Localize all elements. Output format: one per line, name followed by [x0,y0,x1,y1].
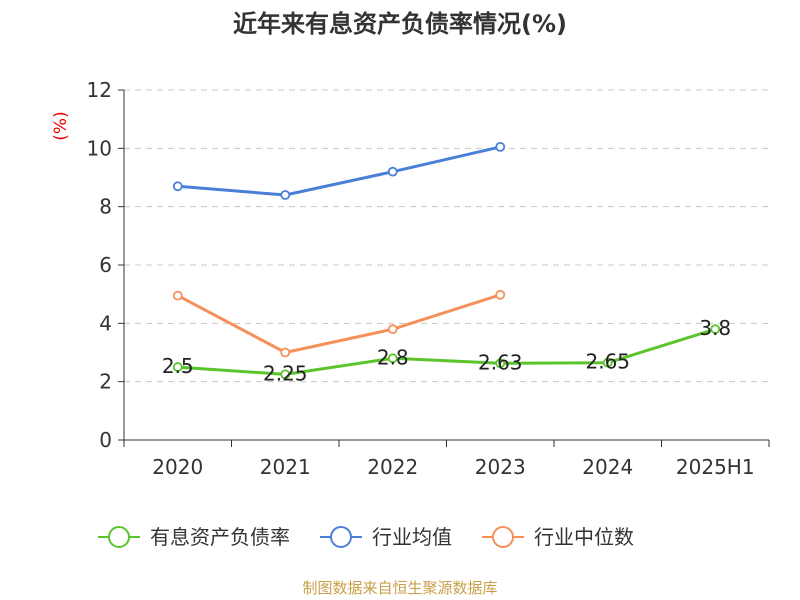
data-point [280,347,291,358]
data-point [172,362,183,372]
grid-lines [124,89,769,383]
legend-marker [330,526,352,548]
data-label: 2.5 [162,354,194,378]
series-line [176,327,717,376]
data-point [172,290,183,301]
x-tick-label: 2023 [475,455,526,479]
legend-label: 有息资产负债率 [150,525,290,549]
chart-title: 近年来有息资产负债率情况(%) [233,10,567,38]
legend-item-2: 行业中位数 [482,525,634,549]
y-tick-label: 4 [99,311,112,335]
data-point [387,353,398,364]
legend-label: 行业中位数 [534,525,634,549]
y-tick-labels: 0 2 4 6 8 10 12 [87,78,112,452]
y-tick-label: 10 [87,136,112,160]
y-tick-label: 8 [99,195,112,219]
y-axis-label: (%) [51,111,71,140]
axes [118,89,770,447]
data-point [172,181,183,192]
x-tick-label: 2024 [582,455,633,479]
y-tick-label: 6 [99,253,112,277]
data-label: 2.25 [263,361,308,385]
legend-item-0: 有息资产负债率 [98,525,290,549]
data-label: 2.65 [585,350,630,374]
data-point [495,141,506,152]
data-label: 2.63 [478,350,523,374]
y-tick-label: 0 [99,428,112,452]
series-0: 2.5 2.25 2.8 2.63 2.65 3.8 [162,316,731,385]
x-tick-labels: 2020 2021 2022 2023 2024 2025H1 [152,455,754,479]
series-group: 2.5 2.25 2.8 2.63 2.65 3.8 [162,141,731,385]
legend-marker [108,526,130,548]
x-tick-label: 2022 [367,455,418,479]
data-point [710,324,721,335]
data-point [602,357,613,368]
y-tick-label: 12 [87,78,112,102]
series-line [176,293,502,354]
legend-item-1: 行业均值 [320,525,452,549]
source-note: 制图数据来自恒生聚源数据库 [302,579,498,597]
series-2 [172,289,506,358]
data-point [387,166,398,177]
series-1 [172,141,506,200]
data-point [495,358,506,369]
x-tick-label: 2020 [152,455,203,479]
data-label: 3.8 [699,316,731,340]
legend: 有息资产负债率 行业均值 行业中位数 [98,525,634,549]
x-tick-label: 2021 [260,455,311,479]
x-tick-label: 2025H1 [676,455,755,479]
data-label: 2.8 [377,345,409,369]
data-point [280,190,291,200]
data-point [387,324,398,335]
series-line [176,145,502,197]
data-point [495,289,506,300]
data-point [280,369,291,380]
y-tick-label: 2 [99,370,112,394]
legend-label: 行业均值 [372,525,452,549]
legend-marker [492,526,514,548]
